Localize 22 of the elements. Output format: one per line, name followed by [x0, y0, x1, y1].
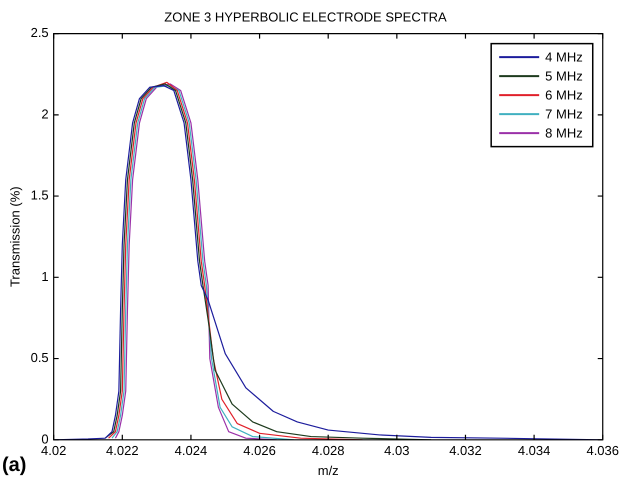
x-axis-title: m/z [318, 462, 339, 478]
legend-label: 6 MHz [545, 88, 583, 103]
y-tick-label: 2.5 [30, 25, 49, 40]
x-tick-label: 4.032 [449, 443, 482, 458]
x-tick-label: 4.022 [106, 443, 139, 458]
x-tick-label: 4.024 [174, 443, 208, 458]
y-tick-label: 0.5 [30, 350, 49, 366]
x-tick-label: 4.036 [586, 443, 620, 458]
text: (a) [2, 454, 26, 476]
x-tick-label: 4.028 [312, 443, 344, 458]
y-tick-label: 1.5 [30, 188, 49, 203]
y-axis-title: Transmission (%) [7, 186, 22, 288]
x-tick-label: 4.026 [243, 443, 276, 458]
legend-label: 8 MHz [545, 126, 583, 141]
legend-label: 7 MHz [545, 106, 583, 122]
chart-title: ZONE 3 HYPERBOLIC ELECTRODE SPECTRA [164, 9, 448, 24]
x-tick-label: 4.034 [518, 443, 550, 458]
legend-label: 5 MHz [545, 68, 583, 84]
y-tick-label: 1 [41, 268, 49, 284]
x-tick-label: 4.03 [384, 443, 410, 458]
y-tick-label: 2 [41, 106, 49, 122]
legend-label: 4 MHz [545, 50, 583, 65]
